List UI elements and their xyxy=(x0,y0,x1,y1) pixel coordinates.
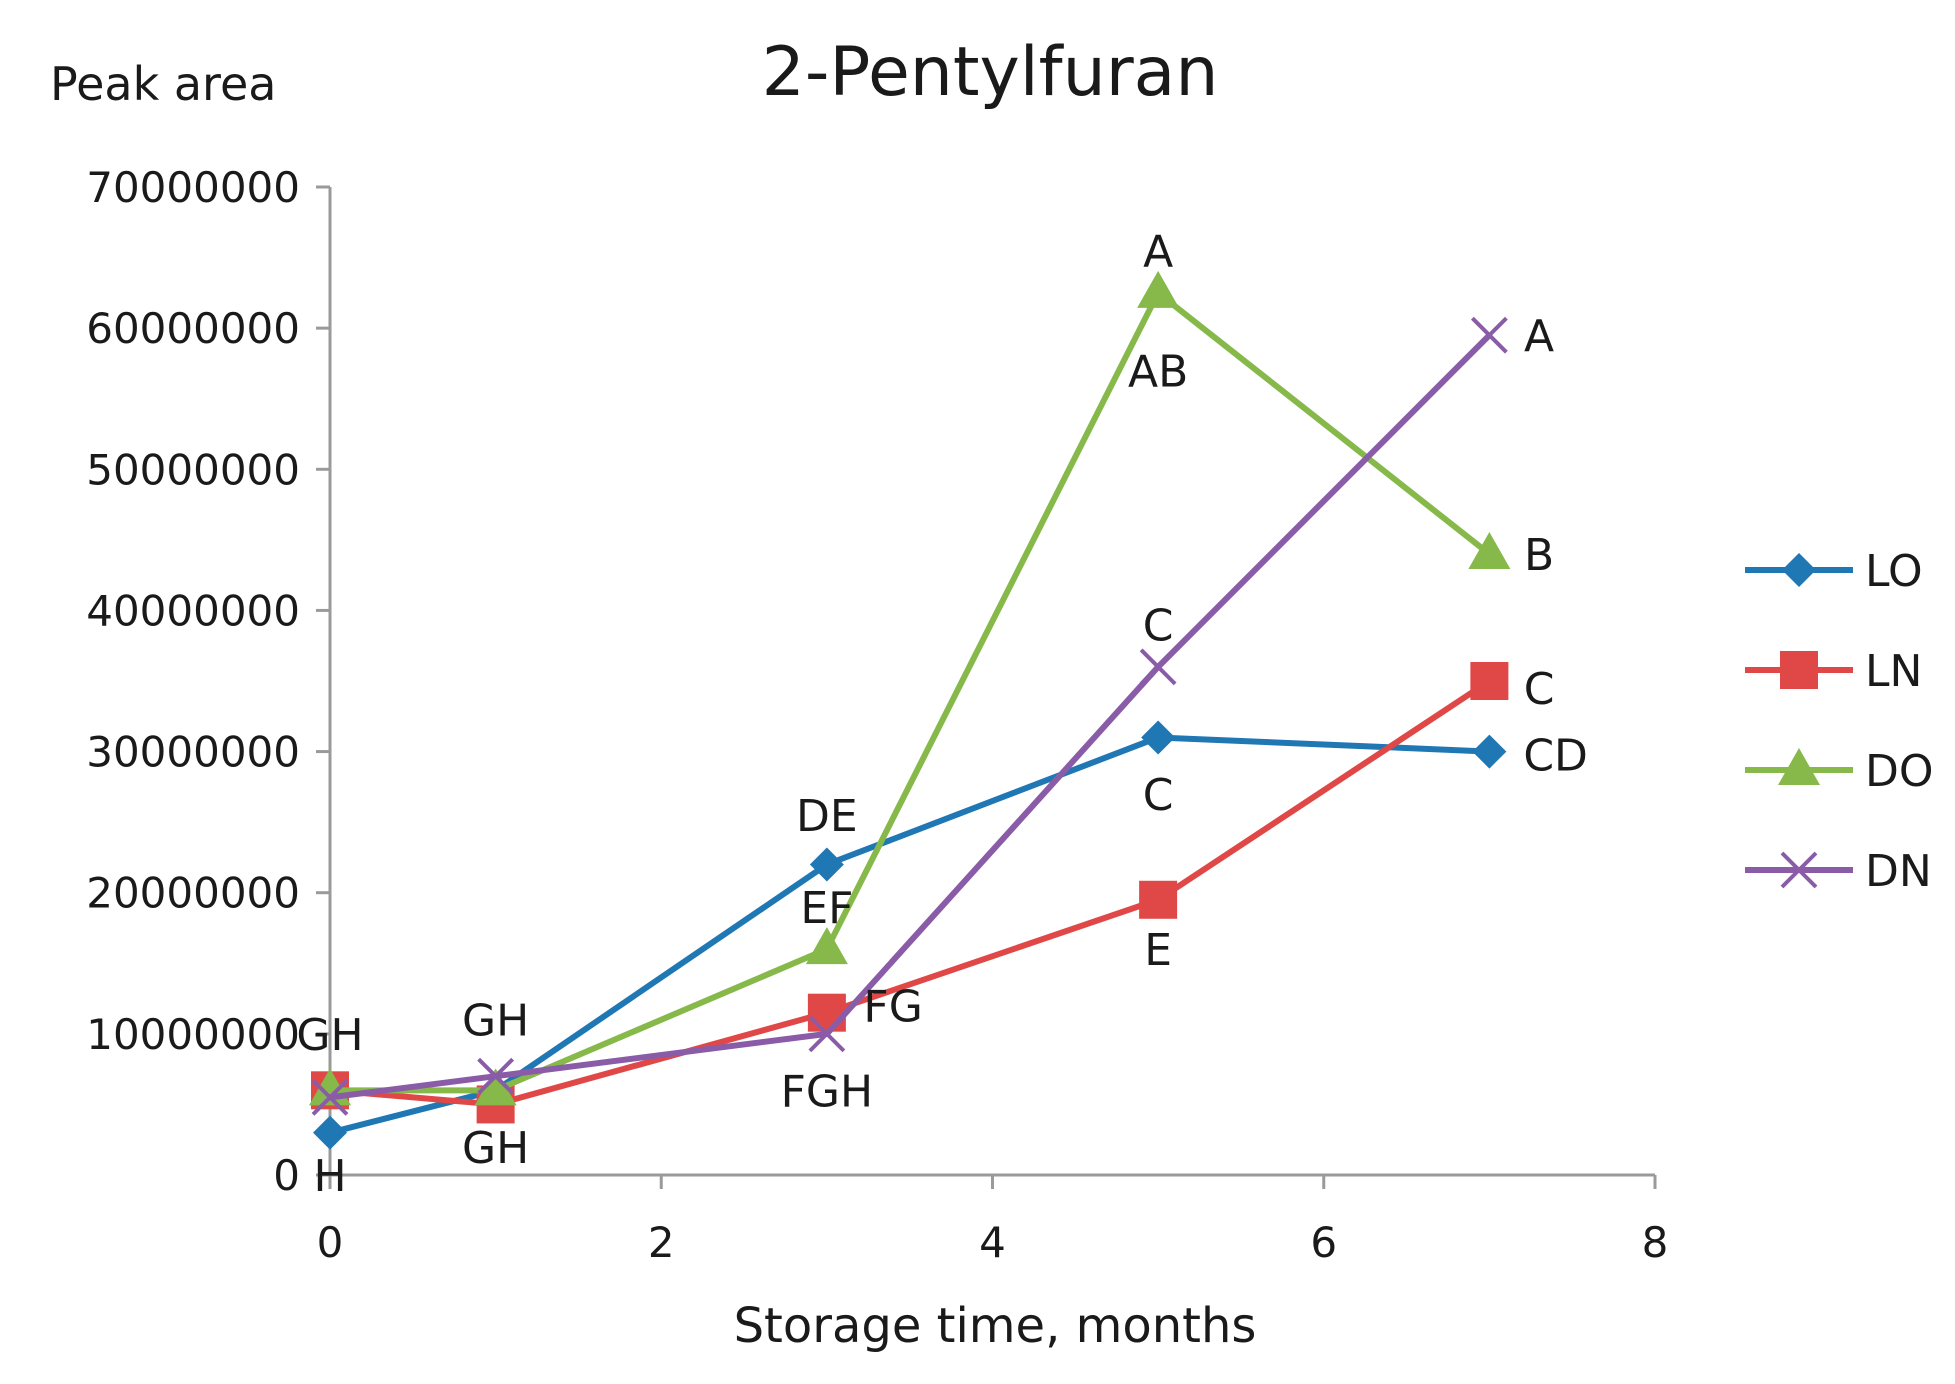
significance-label: E xyxy=(1144,925,1172,976)
data-point-do xyxy=(474,1068,517,1106)
series-do xyxy=(309,270,1511,1106)
significance-label: A xyxy=(1143,227,1173,278)
data-point-dn xyxy=(1470,316,1508,354)
x-tick-label: 4 xyxy=(979,1218,1006,1267)
series-ln xyxy=(311,662,1509,1124)
legend-item-ln: LN xyxy=(1745,646,1922,697)
y-tick-label: 60000000 xyxy=(86,304,300,353)
significance-label: A xyxy=(1524,311,1554,362)
chart-title: 2-Pentylfuran xyxy=(762,33,1219,112)
legend-label-dn: DN xyxy=(1865,846,1932,897)
data-point-ln xyxy=(1470,662,1509,700)
legend-label-ln: LN xyxy=(1865,646,1922,697)
axes: 0 10000000 20000000 30000000 40000000 5000000… xyxy=(86,163,1668,1267)
y-tick-label: 70000000 xyxy=(86,163,300,212)
data-point-dn xyxy=(1139,648,1177,686)
data-point-do xyxy=(1137,270,1180,308)
legend-marker-dn xyxy=(1780,851,1818,889)
marker-stroke xyxy=(1470,316,1508,354)
y-tick-label: 10000000 xyxy=(86,1010,300,1059)
series-lo xyxy=(313,720,1507,1150)
significance-label: DE xyxy=(796,791,858,842)
significance-label: CD xyxy=(1523,730,1588,781)
legend-item-dn: DN xyxy=(1745,846,1932,897)
legend-label-lo: LO xyxy=(1865,546,1923,597)
series-dn xyxy=(311,316,1508,1116)
significance-label: GH xyxy=(462,996,529,1047)
significance-label: EF xyxy=(800,883,853,934)
y-tick-label: 0 xyxy=(273,1151,300,1200)
y-tick-label: 30000000 xyxy=(86,728,300,777)
data-point-lo xyxy=(313,1115,347,1150)
x-axis-label: Storage time, months xyxy=(734,1298,1257,1354)
data-point-lo xyxy=(1141,720,1176,755)
marker-stroke xyxy=(477,1057,515,1095)
series-line-do xyxy=(330,289,1492,1094)
data-point-ln xyxy=(807,993,846,1032)
data-point-do xyxy=(805,927,848,965)
marker-stroke xyxy=(1780,851,1818,889)
data-point-do xyxy=(1468,531,1511,569)
significance-label: AB xyxy=(1128,346,1188,397)
legend-label-do: DO xyxy=(1865,746,1934,797)
significance-label: H xyxy=(313,1151,346,1202)
significance-label: FG xyxy=(863,982,922,1033)
significance-label: C xyxy=(1143,601,1174,652)
x-tick-label: 8 xyxy=(1642,1218,1669,1267)
y-tick-label: 20000000 xyxy=(86,869,300,918)
marker-stroke xyxy=(311,1078,349,1116)
series-layer xyxy=(309,270,1511,1150)
legend-item-lo: LO xyxy=(1745,546,1923,597)
x-tick-label: 2 xyxy=(648,1218,675,1267)
data-point-lo xyxy=(1472,734,1507,769)
data-point-dn xyxy=(477,1057,515,1095)
significance-label: C xyxy=(1143,770,1174,821)
x-tick-label: 6 xyxy=(1310,1218,1337,1267)
y-tick-label: 40000000 xyxy=(86,586,300,635)
legend-item-do: DO xyxy=(1745,746,1934,797)
data-point-dn xyxy=(808,1015,846,1053)
data-point-dn xyxy=(311,1078,349,1116)
legend-marker-do xyxy=(1778,748,1820,785)
significance-label: GH xyxy=(462,1123,529,1174)
data-point-lo xyxy=(809,847,844,882)
y-axis-label: Peak area xyxy=(50,57,276,111)
data-point-ln xyxy=(1139,880,1178,919)
significance-label: B xyxy=(1524,530,1554,581)
legend-marker-lo xyxy=(1782,553,1816,587)
significance-label: FGH xyxy=(781,1066,874,1117)
marker-stroke xyxy=(808,1015,846,1053)
significance-label: GH xyxy=(296,1010,363,1061)
y-tick-label: 50000000 xyxy=(86,445,300,494)
significance-label: C xyxy=(1524,664,1555,715)
marker-stroke xyxy=(1139,648,1177,686)
legend: LO LN DO DN xyxy=(1745,546,1934,897)
legend-marker-ln xyxy=(1780,651,1818,689)
x-tick-label: 0 xyxy=(317,1218,344,1267)
